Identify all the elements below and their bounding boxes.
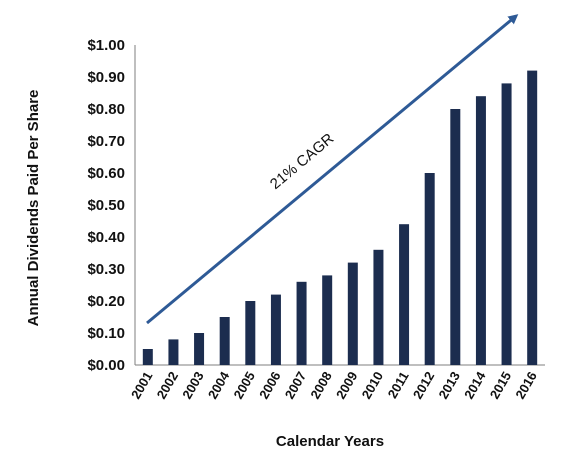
x-tick-label: 2008	[307, 369, 334, 402]
x-tick-label: 2009	[333, 369, 360, 402]
y-tick-label: $0.70	[87, 133, 125, 150]
x-tick-label: 2013	[435, 369, 462, 402]
x-tick-label: 2003	[179, 369, 206, 402]
y-tick-label: $0.80	[87, 101, 125, 118]
bar-2004	[219, 317, 230, 365]
x-tick-label: 2012	[410, 369, 437, 402]
y-tick-label: $0.10	[87, 325, 125, 342]
bar-2005	[245, 301, 256, 365]
bar-2002	[168, 339, 179, 365]
y-tick-label: $1.00	[87, 37, 125, 54]
x-tick-label: 2006	[256, 369, 283, 402]
x-tick-label: 2015	[487, 369, 514, 402]
y-tick-label: $0.90	[87, 69, 125, 86]
y-axis-tick-labels: $0.00 $0.10 $0.20 $0.30 $0.40 $0.50 $0.60 $0.70…	[87, 37, 125, 374]
cagr-trend-arrow	[146, 14, 519, 325]
bar-2006	[270, 294, 281, 365]
x-axis-title: Calendar Years	[276, 433, 384, 450]
bar-2008	[322, 275, 333, 365]
bar-2016	[527, 70, 538, 365]
x-tick-label: 2001	[128, 369, 155, 402]
bars-group	[142, 70, 538, 366]
bar-2012	[424, 173, 435, 365]
x-tick-label: 2007	[282, 369, 309, 402]
bar-2009	[347, 262, 358, 365]
x-tick-label: 2016	[512, 369, 539, 402]
y-tick-label: $0.50	[87, 197, 125, 214]
y-tick-label: $0.40	[87, 229, 125, 246]
bar-2013	[450, 109, 461, 365]
x-tick-label: 2004	[205, 368, 233, 401]
y-tick-label: $0.60	[87, 165, 125, 182]
bar-2007	[296, 281, 307, 365]
x-tick-label: 2002	[154, 369, 181, 402]
bar-2011	[399, 224, 410, 365]
x-axis-tick-labels: 2001200220032004200520062007200820092010…	[128, 368, 540, 401]
y-tick-label: $0.20	[87, 293, 125, 310]
x-tick-label: 2010	[359, 369, 386, 402]
bar-2010	[373, 249, 384, 365]
y-axis-title: Annual Dividends Paid Per Share	[25, 90, 42, 327]
y-tick-label: $0.00	[87, 357, 125, 374]
x-tick-label: 2014	[461, 368, 489, 401]
cagr-annotation: 21% CAGR	[267, 130, 337, 193]
x-tick-label: 2005	[230, 369, 257, 402]
bar-2003	[194, 333, 205, 365]
bar-2014	[475, 96, 486, 365]
x-tick-label: 2011	[385, 369, 412, 401]
bar-2001	[142, 349, 153, 365]
y-tick-label: $0.30	[87, 261, 125, 278]
bar-2015	[501, 83, 512, 366]
